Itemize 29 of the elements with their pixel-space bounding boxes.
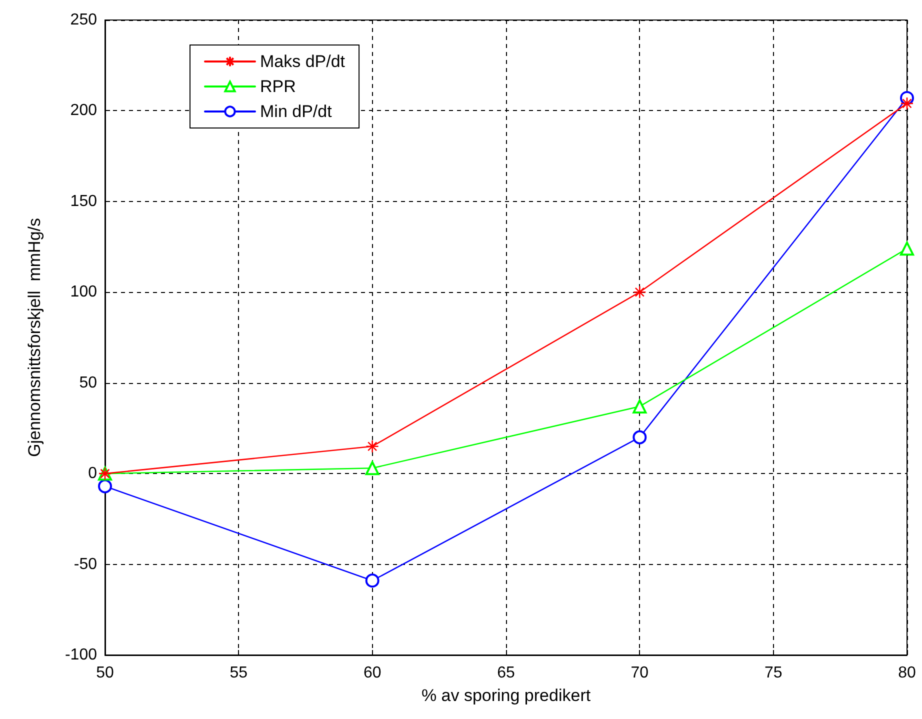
y-tick-label: 0	[88, 465, 98, 482]
y-axis-title: Gjennomsnittsforskjell mmHg/s	[25, 218, 44, 458]
y-tick-label: 250	[70, 12, 98, 28]
x-tick-label: 50	[96, 664, 114, 682]
point	[365, 461, 380, 476]
point	[366, 440, 379, 454]
x-tick-label: 60	[363, 664, 382, 682]
y-tick-label: -50	[74, 556, 98, 573]
point	[98, 479, 112, 494]
point	[632, 430, 647, 444]
y-tick-label: 100	[70, 284, 98, 301]
x-tick-label: 80	[898, 664, 916, 682]
x-axis-title: % av sporing predikert	[421, 686, 591, 705]
legend-label: Maks dP/dt	[260, 52, 346, 71]
legend-label: Min dP/dt	[260, 102, 332, 121]
x-tick-label: 65	[497, 664, 515, 682]
y-tick-label: 50	[79, 374, 98, 392]
x-tick-label: 70	[630, 664, 649, 682]
legend-label: RPR	[260, 77, 296, 96]
x-tick-label: 75	[764, 664, 782, 682]
point	[633, 285, 646, 299]
y-tick-label: -100	[64, 646, 98, 664]
point	[365, 574, 380, 588]
point	[900, 96, 914, 110]
point	[632, 399, 647, 414]
y-tick-label: 150	[70, 192, 98, 210]
x-tick-label: 55	[230, 664, 248, 682]
point	[900, 242, 914, 256]
y-tick-label: 200	[70, 102, 98, 120]
